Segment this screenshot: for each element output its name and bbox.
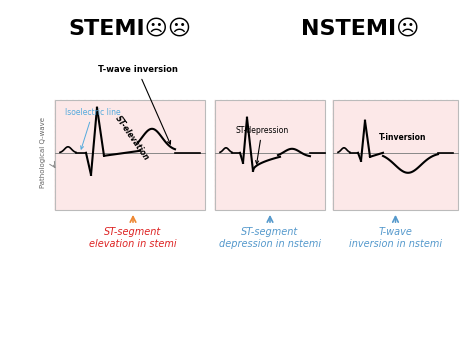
Text: T-wave
inversion in nstemi: T-wave inversion in nstemi [349, 227, 442, 248]
FancyBboxPatch shape [215, 100, 325, 210]
Text: T-wave inversion: T-wave inversion [98, 65, 177, 144]
Text: ST-depression: ST-depression [236, 126, 289, 164]
Text: ST-segment
depression in nstemi: ST-segment depression in nstemi [219, 227, 321, 248]
Text: NSTEMI☹: NSTEMI☹ [301, 19, 419, 39]
FancyBboxPatch shape [333, 100, 458, 210]
Text: Isoelectric line: Isoelectric line [65, 108, 120, 149]
FancyBboxPatch shape [55, 100, 205, 210]
Text: STEMI☹☹: STEMI☹☹ [68, 19, 191, 39]
Text: Pathological Q-wave: Pathological Q-wave [40, 117, 46, 188]
Text: ST-segment
elevation in stemi: ST-segment elevation in stemi [89, 227, 177, 248]
Text: T-inversion: T-inversion [379, 133, 427, 142]
Text: ST-elevation: ST-elevation [113, 114, 151, 162]
